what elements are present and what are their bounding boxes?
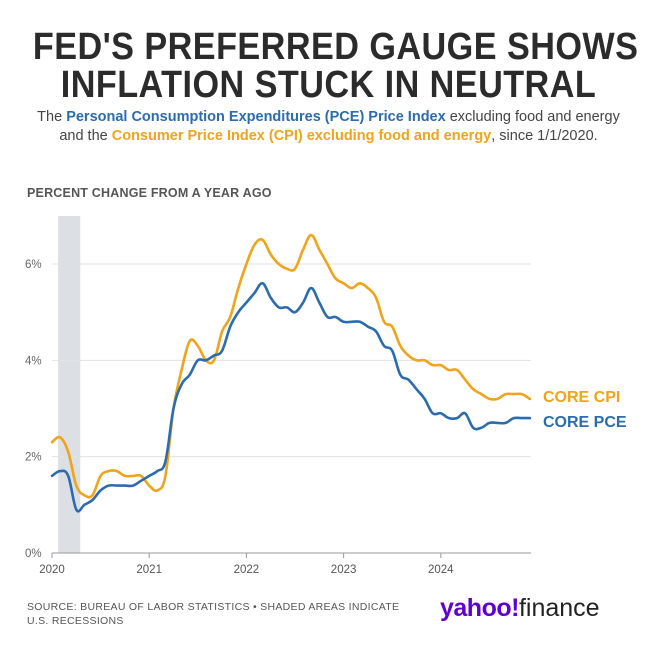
x-tick-label: 2021 [136, 564, 162, 576]
source-line-2: U.S. RECESSIONS [27, 615, 124, 627]
series-line-core-pce [50, 281, 532, 513]
subtitle-text-mid: excluding food and energy and the [59, 109, 620, 144]
recession-band [58, 216, 81, 553]
x-tick-label: 2023 [331, 564, 357, 576]
series-end-label: CORE PCE [543, 414, 627, 431]
x-tick-label: 2024 [428, 564, 454, 576]
title-line-1: FED'S PREFERRED GAUGE SHOWS [32, 26, 639, 68]
subtitle-cpi-label: Consumer Price Index (CPI) excluding foo… [111, 128, 492, 144]
source-line-1: SOURCE: BUREAU OF LABOR STATISTICS • SHA… [27, 601, 400, 613]
subtitle-text-post: , since 1/1/2020. [491, 128, 598, 144]
subtitle-text-pre: The [37, 109, 67, 125]
yahoo-finance-logo: yahoo!finance [440, 594, 600, 623]
logo-finance: finance [518, 594, 600, 622]
y-tick-label: 0% [25, 548, 42, 560]
chart-title: FED'S PREFERRED GAUGE SHOWS INFLATION ST… [32, 26, 639, 106]
x-tick-label: 2020 [39, 564, 65, 576]
source-note: SOURCE: BUREAU OF LABOR STATISTICS • SHA… [27, 600, 407, 628]
logo-yahoo: yahoo! [440, 594, 519, 622]
title-line-2: INFLATION STUCK IN NEUTRAL [60, 64, 597, 106]
x-tick-label: 2022 [234, 564, 260, 576]
subtitle-pce-label: Personal Consumption Expenditures (PCE) … [66, 109, 446, 125]
y-tick-label: 2% [25, 452, 42, 464]
y-tick-label: 4% [25, 355, 42, 367]
y-axis-label: PERCENT CHANGE FROM A YEAR AGO [27, 186, 272, 200]
chart-subtitle: The Personal Consumption Expenditures (P… [30, 108, 627, 146]
y-tick-label: 6% [25, 259, 42, 271]
series-line-core-cpi [50, 233, 532, 499]
series-end-label: CORE CPI [543, 389, 620, 406]
